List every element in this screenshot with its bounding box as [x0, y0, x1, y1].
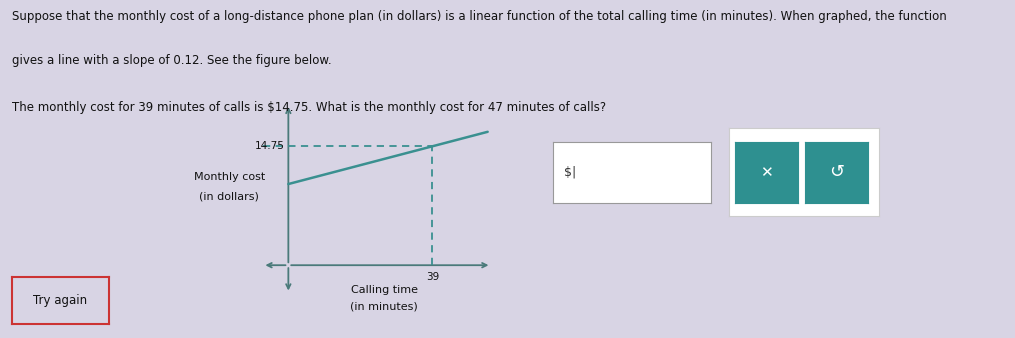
Text: ✕: ✕ [760, 165, 772, 180]
Text: gives a line with a slope of 0.12. See the figure below.: gives a line with a slope of 0.12. See t… [12, 54, 332, 67]
Text: (in dollars): (in dollars) [199, 192, 259, 202]
Text: The monthly cost for 39 minutes of calls is $14.75. What is the monthly cost for: The monthly cost for 39 minutes of calls… [12, 101, 606, 114]
Text: 39: 39 [425, 272, 438, 282]
Text: (in minutes): (in minutes) [350, 301, 418, 312]
Text: 14.75: 14.75 [255, 141, 284, 151]
Text: Suppose that the monthly cost of a long-distance phone plan (in dollars) is a li: Suppose that the monthly cost of a long-… [12, 10, 947, 23]
Text: $|: $| [564, 166, 577, 179]
Text: Calling time: Calling time [351, 285, 418, 295]
Text: ↺: ↺ [829, 163, 843, 182]
Text: Try again: Try again [33, 294, 87, 307]
Text: Monthly cost: Monthly cost [194, 172, 265, 182]
